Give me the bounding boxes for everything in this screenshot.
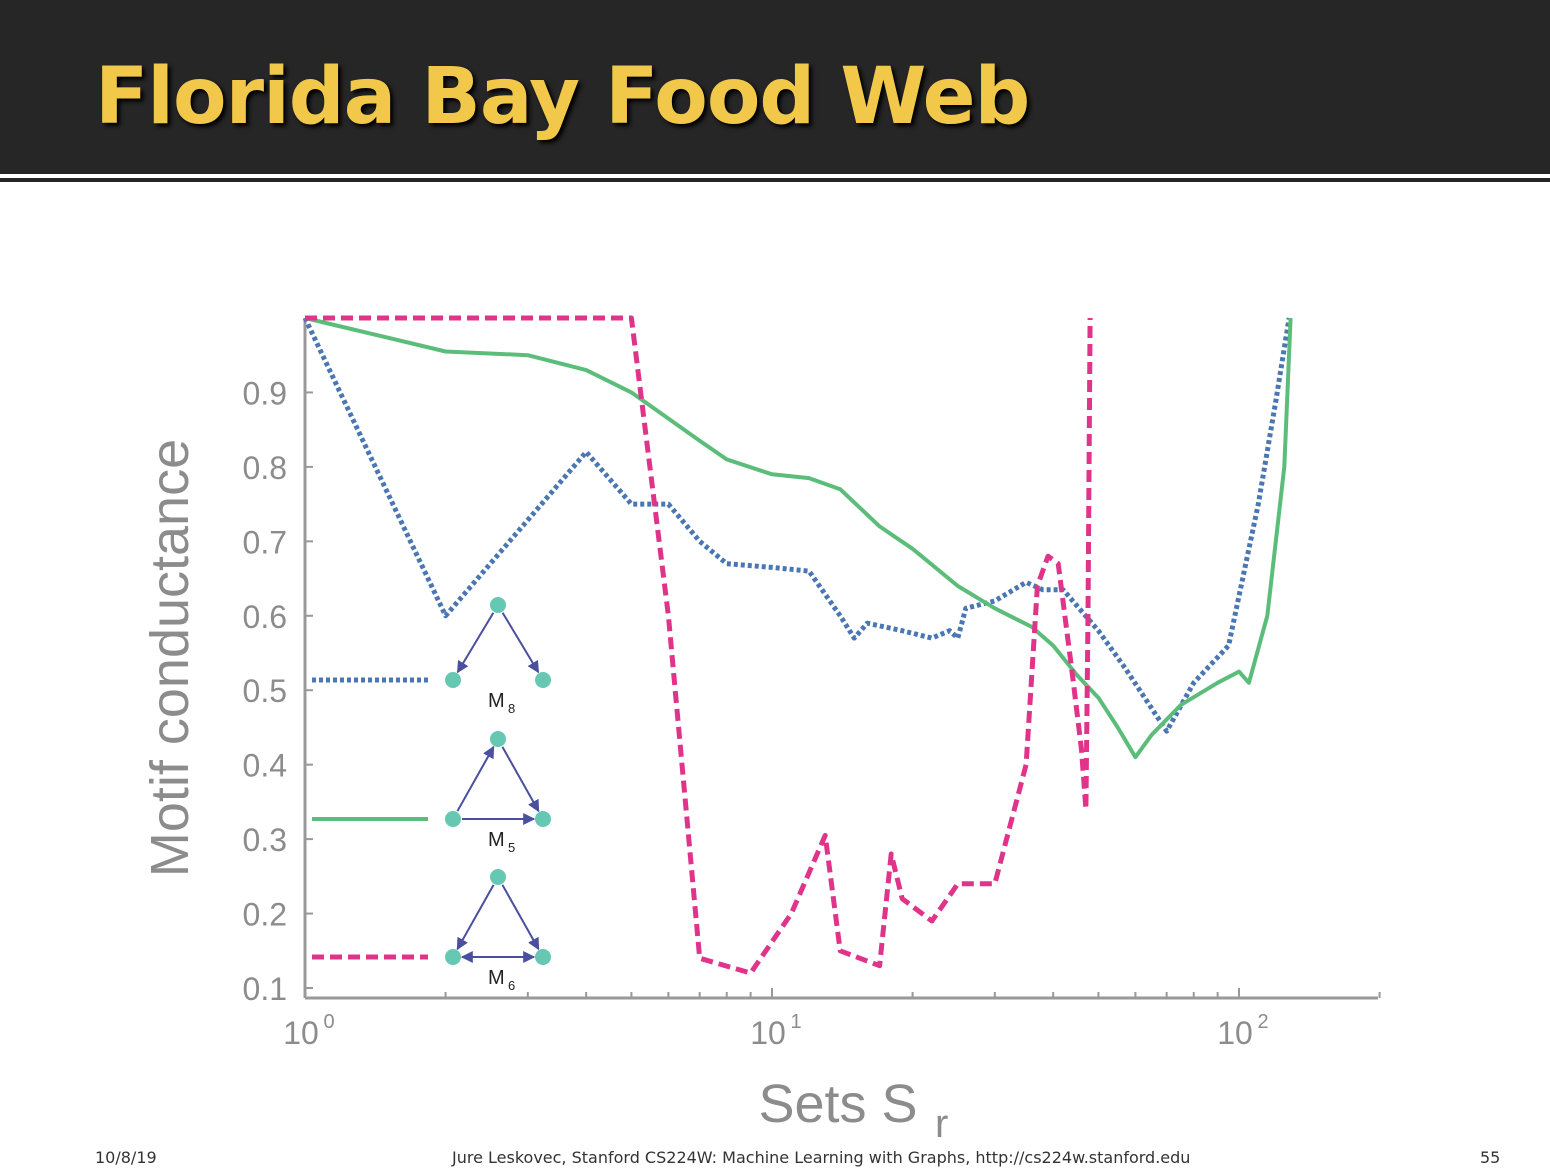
motif-edge — [501, 884, 540, 951]
y-tick-label: 0.7 — [243, 524, 287, 560]
series-line-m6 — [305, 315, 1093, 976]
page-number: 55 — [1480, 1148, 1501, 1167]
y-tick-label: 0.1 — [243, 971, 287, 1007]
motif-node — [445, 811, 461, 827]
x-tick-label: 10 2 — [1217, 1011, 1268, 1051]
y-tick-label: 0.3 — [243, 822, 287, 858]
legend-label-subscript: 5 — [508, 840, 515, 855]
motif-edge — [456, 745, 495, 812]
x-tick-base: 10 — [750, 1015, 786, 1051]
title-divider — [0, 178, 1550, 182]
x-tick-exponent: 0 — [323, 1011, 334, 1033]
motif-node — [535, 811, 551, 827]
y-tick-label: 0.9 — [243, 375, 287, 411]
motif-edge — [501, 612, 540, 674]
y-axis-title: Motif conductance — [140, 439, 200, 877]
motif-node — [490, 869, 506, 885]
legend-label-subscript: 6 — [508, 978, 515, 993]
legend-label-subscript: 8 — [508, 701, 515, 716]
motif-node — [445, 672, 461, 688]
motif-node — [490, 731, 506, 747]
x-tick-label: 10 1 — [750, 1011, 801, 1051]
title-bar — [0, 0, 1550, 174]
x-axis-title-text: Sets S — [758, 1074, 917, 1134]
motif-node — [535, 949, 551, 965]
motif-node — [445, 949, 461, 965]
x-tick-exponent: 1 — [790, 1011, 801, 1033]
motif-edge — [501, 746, 540, 813]
y-tick-label: 0.5 — [243, 673, 287, 709]
y-tick-label: 0.2 — [243, 897, 287, 933]
x-tick-base: 10 — [283, 1015, 319, 1051]
x-tick-base: 10 — [1217, 1015, 1253, 1051]
x-axis-title: Sets S r — [758, 1074, 948, 1146]
legend-label: M — [488, 690, 505, 712]
motif-edge — [456, 884, 495, 951]
series-line-m8 — [302, 316, 1292, 734]
series-line-m5 — [304, 316, 1293, 760]
motif-edge — [456, 612, 495, 674]
x-tick-exponent: 2 — [1257, 1011, 1268, 1033]
footer-credit: Jure Leskovec, Stanford CS224W: Machine … — [452, 1148, 1191, 1167]
y-tick-label: 0.8 — [243, 450, 287, 486]
y-tick-label: 0.6 — [243, 599, 287, 635]
motif-node — [535, 672, 551, 688]
legend-label: M — [488, 967, 505, 989]
footer-date: 10/8/19 — [95, 1148, 157, 1167]
x-tick-label: 10 0 — [283, 1011, 334, 1051]
slide-title: Florida Bay Food Web — [95, 52, 1030, 142]
motif-node — [490, 597, 506, 613]
y-tick-label: 0.4 — [243, 748, 287, 784]
x-axis-title-subscript: r — [935, 1102, 948, 1146]
legend-label: M — [488, 829, 505, 851]
